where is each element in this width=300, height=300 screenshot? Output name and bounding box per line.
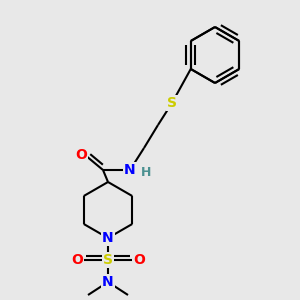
Text: N: N [124,163,136,177]
Text: S: S [167,96,177,110]
Text: N: N [102,275,114,289]
Text: O: O [75,148,87,162]
Text: S: S [103,253,113,267]
Text: H: H [141,166,151,178]
Text: N: N [102,231,114,245]
Text: O: O [71,253,83,267]
Text: O: O [133,253,145,267]
